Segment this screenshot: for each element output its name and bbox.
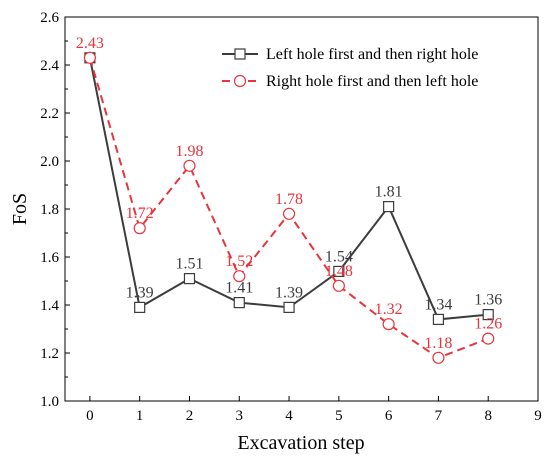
- circle-marker: [282, 207, 296, 220]
- y-tick-label: 2.6: [40, 10, 59, 26]
- y-tick-label: 1.6: [40, 250, 59, 266]
- x-axis-title: Excavation step: [237, 432, 364, 454]
- x-tick-label: 2: [186, 408, 194, 424]
- data-label: 1.32: [375, 301, 403, 318]
- y-tick-label: 1.8: [40, 202, 59, 218]
- data-label: 1.34: [424, 296, 452, 313]
- square-marker: [234, 48, 246, 60]
- data-label: 1.52: [225, 253, 253, 270]
- circle-marker: [83, 51, 96, 64]
- square-marker: [134, 301, 146, 313]
- square-marker: [333, 265, 345, 277]
- x-tick-label: 8: [484, 408, 492, 424]
- square-marker: [233, 297, 245, 309]
- circle-marker: [183, 159, 196, 172]
- legend: Left hole first and then right hole Right…: [222, 46, 478, 90]
- data-label: 1.81: [375, 184, 403, 201]
- y-tick-label: 2.2: [40, 106, 59, 122]
- y-tick-label: 1.2: [40, 346, 59, 362]
- circle-marker: [482, 332, 495, 345]
- circle-marker: [233, 74, 247, 88]
- y-tick-label: 2.0: [40, 154, 59, 170]
- y-tick-label: 2.4: [40, 58, 59, 74]
- data-label: 1.51: [175, 256, 203, 273]
- series-layer: [83, 51, 495, 364]
- data-label: 1.41: [225, 280, 253, 297]
- series-line-1: [88, 57, 489, 321]
- x-axis: 0 1 2 3 4 5 6 7 8 9: [86, 396, 542, 424]
- circle-marker: [332, 279, 345, 292]
- x-tick-label: 1: [136, 408, 144, 424]
- circle-marker: [432, 351, 445, 364]
- legend-label: Left hole first and then right hole: [266, 46, 478, 63]
- x-tick-label: 4: [285, 408, 293, 424]
- data-label: 1.98: [175, 143, 203, 160]
- x-tick-label: 7: [435, 408, 443, 424]
- data-labels: 1.39 1.51 1.41 1.39 1.54 1.81 1.34 1.36 2.43 1.72…: [76, 35, 502, 352]
- y-tick-label: 1.0: [40, 394, 59, 410]
- data-label: 1.36: [474, 292, 502, 309]
- y-axis: 1.0 1.2 1.4 1.6 1.8 2.0 2.2 2.4 2.6: [40, 10, 70, 410]
- legend-label: Right hole first and then left hole: [266, 73, 478, 90]
- y-axis-title: FoS: [9, 193, 31, 225]
- data-label: 1.48: [325, 263, 353, 280]
- data-label: 1.72: [126, 205, 154, 222]
- square-marker: [482, 309, 494, 321]
- x-tick-label: 9: [534, 408, 542, 424]
- y-tick-label: 1.4: [40, 298, 59, 314]
- square-marker: [432, 313, 445, 325]
- square-marker: [183, 273, 196, 285]
- data-label: 2.43: [76, 35, 104, 52]
- data-label: 1.26: [474, 316, 502, 333]
- circle-marker: [233, 270, 246, 283]
- square-marker: [383, 201, 395, 213]
- circle-marker: [133, 222, 146, 235]
- data-label: 1.39: [126, 284, 154, 301]
- data-label: 1.39: [275, 284, 303, 301]
- x-tick-label: 3: [236, 408, 244, 424]
- x-tick-label: 0: [86, 408, 94, 424]
- data-label: 1.78: [275, 191, 303, 208]
- circle-marker: [382, 318, 395, 331]
- x-tick-label: 5: [335, 408, 343, 424]
- data-label: 1.54: [325, 248, 353, 265]
- square-marker: [283, 301, 295, 313]
- data-label: 1.18: [424, 335, 452, 352]
- x-tick-label: 6: [385, 408, 393, 424]
